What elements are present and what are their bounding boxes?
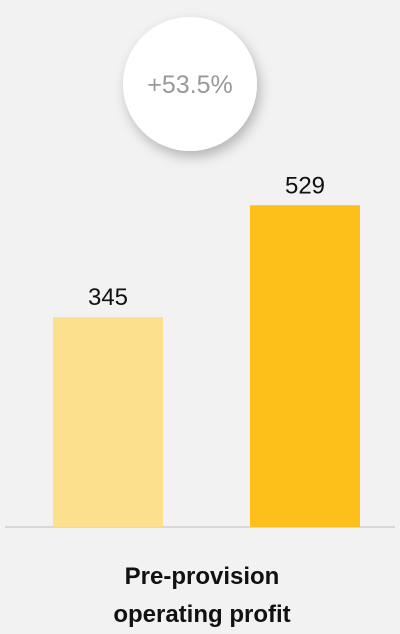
value-label: 345 — [88, 284, 128, 311]
value-label: 529 — [285, 172, 325, 199]
bar — [53, 317, 163, 527]
bar — [250, 205, 360, 527]
annotation-bubble — [123, 17, 257, 151]
annotation: +53.5% — [147, 71, 233, 99]
chart-title: Pre-provision operating profit — [113, 563, 291, 628]
